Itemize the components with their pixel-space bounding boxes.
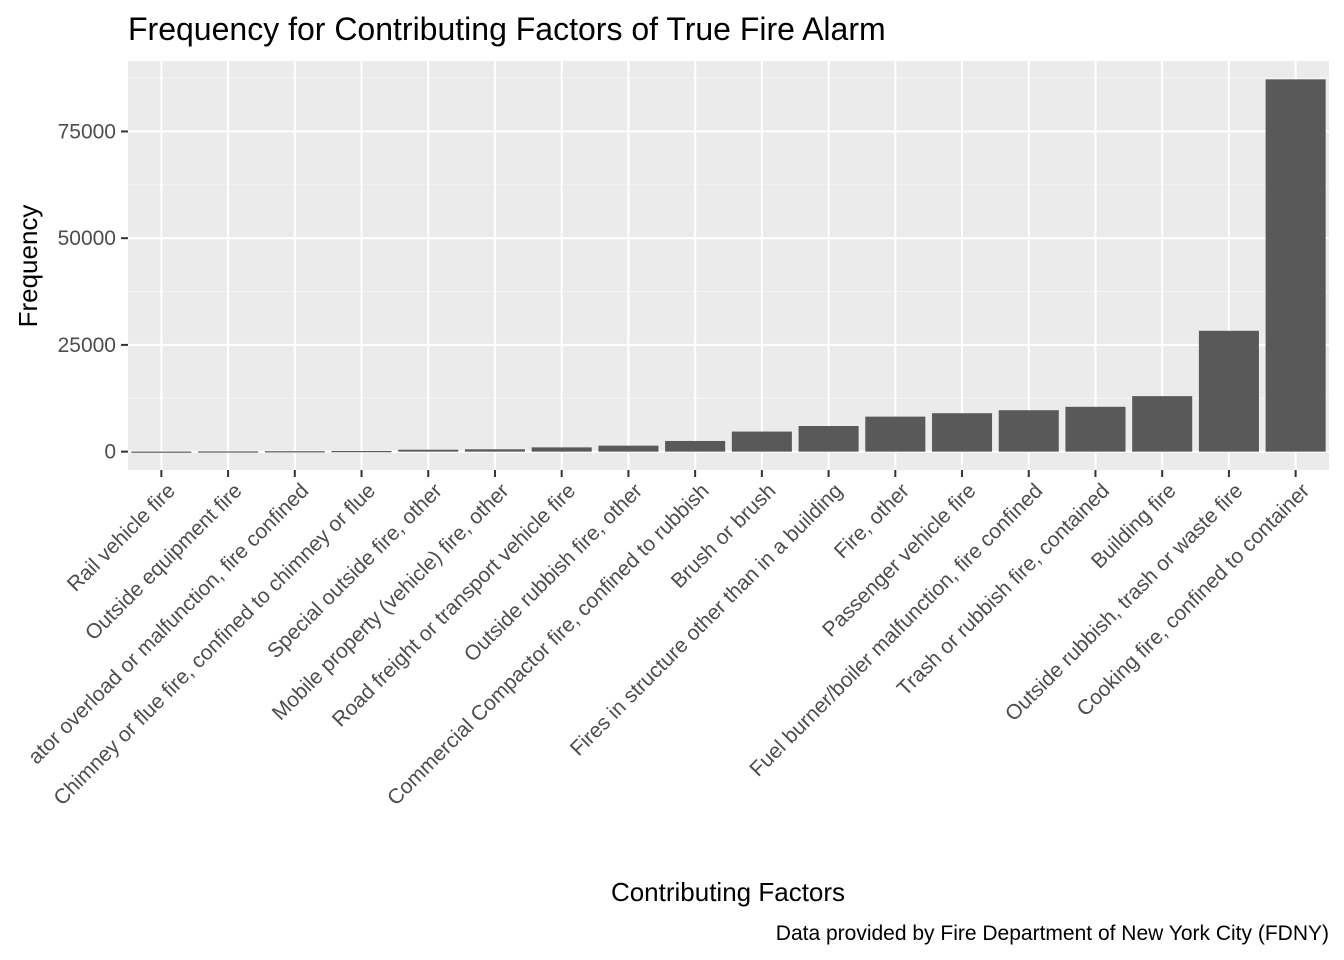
y-axis: 0 25000 50000 75000 xyxy=(58,120,128,464)
y-axis-title: Frequency xyxy=(13,205,43,328)
bar xyxy=(264,451,325,453)
minor-gridlines xyxy=(128,77,1329,399)
bars-group xyxy=(131,79,1326,453)
bar xyxy=(1198,330,1259,452)
bar xyxy=(1265,79,1326,452)
bar xyxy=(798,426,859,452)
bar xyxy=(331,451,392,453)
x-tick-label: Road freight or transport vehicle fire xyxy=(328,479,580,731)
chart-caption: Data provided by Fire Department of New … xyxy=(776,922,1329,945)
x-axis-title: Contributing Factors xyxy=(611,877,845,907)
bar xyxy=(932,413,993,452)
y-tick-label: 25000 xyxy=(58,334,116,357)
bar xyxy=(464,449,525,452)
bar xyxy=(131,451,192,453)
x-tick-label: Mobile property (vehicle) fire, other xyxy=(268,479,514,725)
x-tick-label: ator overload or malfunction, fire confi… xyxy=(24,479,313,768)
x-tick-label: Outside rubbish, trash or waste fire xyxy=(1001,479,1248,726)
bar xyxy=(598,445,659,452)
bar xyxy=(531,447,592,452)
x-tick-label: Commercial Compactor fire, confined to r… xyxy=(383,479,714,810)
bar xyxy=(398,449,459,452)
bar xyxy=(198,451,259,453)
plot-panel xyxy=(128,61,1329,470)
x-tick-label: Cooking fire, confined to container xyxy=(1073,479,1315,721)
bar xyxy=(731,431,792,452)
x-tick-label: Chimney or flue fire, confined to chimne… xyxy=(49,479,380,810)
y-tick-label: 0 xyxy=(104,441,116,464)
bar xyxy=(865,416,926,452)
chart-title: Frequency for Contributing Factors of Tr… xyxy=(128,11,886,47)
y-tick-label: 50000 xyxy=(58,227,116,250)
y-tick-label: 75000 xyxy=(58,120,116,143)
bar xyxy=(665,440,726,452)
bar xyxy=(998,410,1059,452)
bar xyxy=(1132,396,1193,452)
bar xyxy=(1065,406,1126,452)
